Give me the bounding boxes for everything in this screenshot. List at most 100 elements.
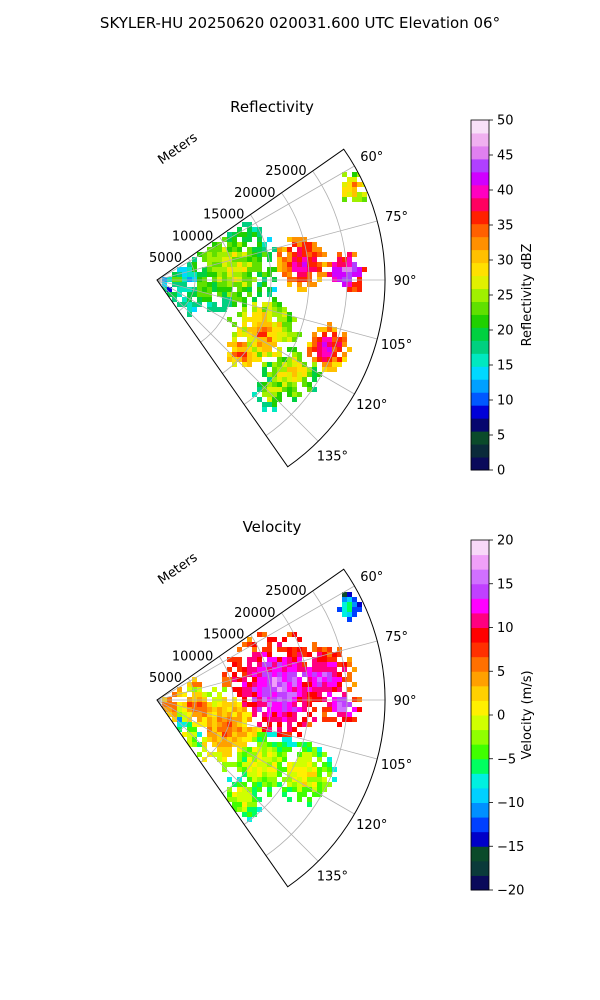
sector-outline — [156, 568, 386, 888]
colorbar-tick-label: 0 — [497, 709, 505, 724]
colorbar-segment — [471, 656, 489, 672]
colorbar-segment — [471, 120, 489, 134]
colorbar-segment — [471, 773, 489, 789]
azimuth-tick-label: 60° — [360, 150, 383, 165]
azimuth-tick-label: 135° — [317, 449, 348, 464]
colorbar-segment — [471, 366, 489, 380]
colorbar-segment — [471, 236, 489, 251]
azimuth-spoke — [156, 699, 319, 862]
colorbar-segment — [471, 554, 489, 570]
colorbar-tick-label: −5 — [497, 752, 516, 767]
azimuth-spoke — [156, 699, 355, 815]
azimuth-tick-label: 135° — [317, 869, 348, 884]
azimuth-tick-label: 90° — [393, 274, 416, 289]
radar-sector: 5000 10000 15000 20000 25000 60° 75° 90° 105° 120… — [149, 550, 417, 888]
range-tick-label: 25000 — [265, 584, 306, 599]
colorbar-segment — [471, 758, 489, 774]
range-tick-label: 15000 — [203, 628, 244, 643]
azimuth-spoke — [156, 279, 378, 340]
colorbar-segment — [471, 831, 489, 847]
range-ring — [243, 192, 310, 405]
colorbar-tick-label: 40 — [497, 184, 514, 199]
colorbar-segment — [471, 210, 489, 225]
colorbar-tick-label: 30 — [497, 254, 514, 269]
range-tick-label: 15000 — [203, 208, 244, 223]
colorbar-tick-label: 20 — [497, 324, 514, 339]
colorbar-tick-label: 50 — [497, 114, 514, 129]
colorbar-tick-label: 15 — [497, 359, 514, 374]
colorbar-segment — [471, 671, 489, 687]
range-ring — [243, 612, 310, 825]
colorbar-tick-label: 25 — [497, 289, 514, 304]
chart-title: Reflectivity — [230, 98, 314, 116]
range-tick-label: 10000 — [172, 229, 213, 244]
colorbar-segment — [471, 223, 489, 238]
colorbar-segment — [471, 612, 489, 628]
azimuth-tick-label: 120° — [356, 398, 387, 413]
sector-outline — [156, 148, 386, 468]
azimuth-tick-label: 60° — [360, 570, 383, 585]
colorbar-segment — [471, 787, 489, 803]
colorbar-segment — [471, 744, 489, 760]
colorbar-tick-label: 35 — [497, 219, 514, 234]
colorbar-segment — [471, 583, 489, 599]
colorbar-segment — [471, 569, 489, 585]
colorbar-tick-label: −10 — [497, 796, 524, 811]
colorbar-tick-label: 0 — [497, 464, 505, 479]
colorbar-segment — [471, 642, 489, 658]
colorbar-segment — [471, 729, 489, 745]
range-ring — [222, 634, 272, 794]
colorbar-segment — [471, 444, 489, 458]
range-ring — [265, 170, 348, 436]
colorbar-segment — [471, 392, 489, 406]
colorbar-segment — [471, 171, 489, 186]
page-title: SKYLER-HU 20250620 020031.600 UTC Elevat… — [99, 14, 501, 32]
colorbar-segment — [471, 288, 489, 302]
azimuth-tick-label: 75° — [385, 630, 408, 645]
colorbar-segment — [471, 802, 489, 818]
colorbar-tick-label: −20 — [497, 884, 524, 899]
azimuth-spoke — [156, 165, 355, 281]
colorbar-segment — [471, 700, 489, 716]
colorbar: −20 −15 −10 −5 0 5 10 15 20 Velocity (m/s) — [470, 534, 535, 899]
colorbar-segment — [471, 875, 489, 891]
colorbar-segment — [471, 846, 489, 862]
colorbar-segment — [471, 405, 489, 419]
azimuth-tick-label: 75° — [385, 210, 408, 225]
azimuth-spoke — [156, 220, 378, 281]
colorbar-tick-label: 5 — [497, 665, 505, 680]
azimuth-spoke — [156, 699, 378, 760]
colorbar-segment — [471, 340, 489, 354]
colorbar-tick-label: 15 — [497, 577, 514, 592]
colorbar-tick-label: 10 — [497, 621, 514, 636]
range-ring — [222, 214, 272, 374]
azimuth-spoke — [156, 279, 319, 442]
colorbar-segment — [471, 431, 489, 445]
reflectivity-chart: Reflectivity 5000 10000 15000 20000 25000 60°… — [149, 98, 535, 479]
colorbar-segment — [471, 327, 489, 341]
colorbar-segment — [471, 627, 489, 643]
echo-field — [162, 172, 367, 412]
colorbar: 0 5 10 15 20 25 30 35 40 45 50 Reflectivity dBZ — [470, 114, 535, 479]
colorbar-segment — [471, 540, 489, 556]
range-tick-label: 5000 — [149, 251, 182, 266]
colorbar-segment — [471, 353, 489, 367]
colorbar-segment — [471, 145, 489, 160]
range-ring — [200, 656, 234, 763]
colorbar-tick-label: 10 — [497, 394, 514, 409]
colorbar-segment — [471, 817, 489, 833]
azimuth-spoke — [156, 640, 378, 701]
range-axis-label: Meters — [155, 550, 200, 588]
velocity-chart: Velocity 5000 10000 15000 20000 25000 60° 75° 9… — [149, 518, 535, 899]
range-tick-label: 25000 — [265, 164, 306, 179]
radar-sector: 5000 10000 15000 20000 25000 60° 75° 90° 105° 120… — [149, 130, 417, 468]
colorbar-segment — [471, 197, 489, 212]
azimuth-tick-label: 105° — [381, 338, 412, 353]
range-tick-label: 20000 — [234, 186, 275, 201]
colorbar-segment — [471, 184, 489, 199]
colorbar-segment — [471, 275, 489, 290]
colorbar-segment — [471, 249, 489, 264]
colorbar-segment — [471, 158, 489, 173]
colorbar-segment — [471, 598, 489, 614]
range-ring — [200, 236, 234, 343]
